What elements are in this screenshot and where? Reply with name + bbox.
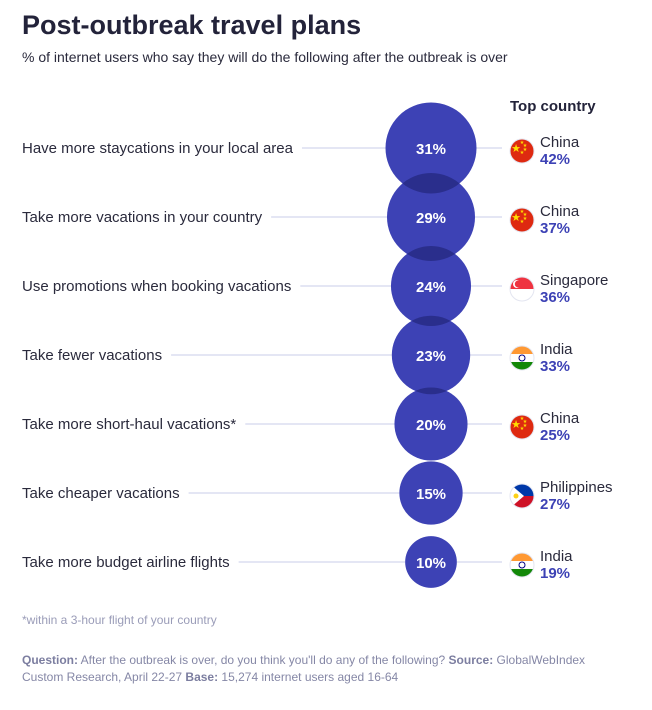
svg-text:★: ★	[523, 143, 528, 149]
bubbles	[385, 102, 477, 588]
top-country-value: 25%	[540, 427, 570, 444]
svg-text:★: ★	[520, 140, 525, 146]
svg-text:★: ★	[520, 219, 525, 225]
top-country-value: 37%	[540, 220, 570, 237]
top-country-name: China	[540, 203, 580, 220]
value-label: 29%	[416, 210, 446, 227]
flag-ring	[509, 552, 535, 578]
top-country-name: China	[540, 134, 580, 151]
singapore-flag-icon	[510, 277, 534, 301]
india-flag-icon	[510, 346, 534, 370]
value-labels: 31% 29% 24% 23% 20% 15% 10%	[416, 141, 446, 572]
svg-text:★: ★	[523, 147, 528, 153]
value-label: 10%	[416, 555, 446, 572]
base-text: 15,274 internet users aged 16-64	[218, 670, 399, 684]
category-label: Take more short-haul vacations*	[22, 416, 236, 433]
source-text: GlobalWebIndex Custom Research, April 22…	[22, 653, 586, 684]
bubble	[405, 536, 457, 588]
bubble	[385, 102, 477, 194]
category-labels: Have more staycations in your local area…	[22, 140, 294, 571]
footnote: *within a 3-hour flight of your country	[22, 613, 217, 627]
top-country-value: 36%	[540, 289, 570, 306]
bubble	[391, 315, 471, 395]
svg-text:★: ★	[520, 209, 525, 215]
chart-subtitle: % of internet users who say they will do…	[22, 49, 508, 65]
source-label: Source:	[448, 653, 494, 667]
flag-ring	[509, 138, 535, 164]
bubble	[386, 172, 476, 262]
top-country-column: ★★★★★China42%★★★★★China37%Singapore36%In…	[509, 134, 613, 582]
top-country-value: 42%	[540, 151, 570, 168]
flag-ring	[509, 414, 535, 440]
value-label: 23%	[416, 348, 446, 365]
china-flag-icon: ★★★★★	[510, 139, 534, 163]
connector-lines	[171, 147, 502, 563]
svg-text:★: ★	[523, 423, 528, 429]
flag-ring	[509, 483, 535, 509]
category-label: Take fewer vacations	[22, 347, 162, 364]
base-label: Base:	[185, 670, 219, 684]
svg-text:★: ★	[511, 418, 521, 431]
top-country-name: Singapore	[540, 272, 608, 289]
top-country-name: Philippines	[540, 479, 613, 496]
question-text: After the outbreak is over, do you think…	[78, 653, 449, 667]
value-label: 31%	[416, 141, 446, 158]
bubble	[394, 387, 468, 461]
top-country-value: 27%	[540, 496, 570, 513]
flag-ring	[509, 276, 535, 302]
top-country-name: India	[540, 341, 573, 358]
top-country-value: 19%	[540, 565, 570, 582]
svg-text:★: ★	[511, 142, 521, 155]
svg-text:★: ★	[523, 419, 528, 425]
china-flag-icon: ★★★★★	[510, 415, 534, 439]
source-note: Question: After the outbreak is over, do…	[22, 652, 622, 686]
category-label: Take cheaper vacations	[22, 485, 180, 502]
category-label: Use promotions when booking vacations	[22, 278, 291, 295]
top-country-value: 33%	[540, 358, 570, 375]
question-label: Question:	[22, 653, 78, 667]
svg-text:★: ★	[523, 216, 528, 222]
svg-text:★: ★	[520, 150, 525, 156]
category-label: Take more vacations in your country	[22, 209, 263, 226]
category-label: Have more staycations in your local area	[22, 140, 294, 157]
india-flag-icon	[510, 553, 534, 577]
value-label: 20%	[416, 417, 446, 434]
value-label: 24%	[416, 279, 446, 296]
chart-title: Post-outbreak travel plans	[22, 10, 362, 40]
category-label: Take more budget airline flights	[22, 554, 230, 571]
svg-text:★: ★	[511, 211, 521, 224]
philippines-flag-icon	[510, 484, 534, 508]
bubble	[390, 245, 472, 327]
svg-text:★: ★	[520, 426, 525, 432]
top-country-name: China	[540, 410, 580, 427]
bubble	[399, 461, 463, 525]
svg-text:★: ★	[520, 416, 525, 422]
svg-text:★: ★	[523, 212, 528, 218]
bubble-chart: Have more staycations in your local area…	[22, 102, 613, 588]
top-country-name: India	[540, 548, 573, 565]
value-label: 15%	[416, 486, 446, 503]
top-country-header: Top country	[510, 98, 596, 115]
flag-ring	[509, 207, 535, 233]
flag-ring	[509, 345, 535, 371]
china-flag-icon: ★★★★★	[510, 208, 534, 232]
